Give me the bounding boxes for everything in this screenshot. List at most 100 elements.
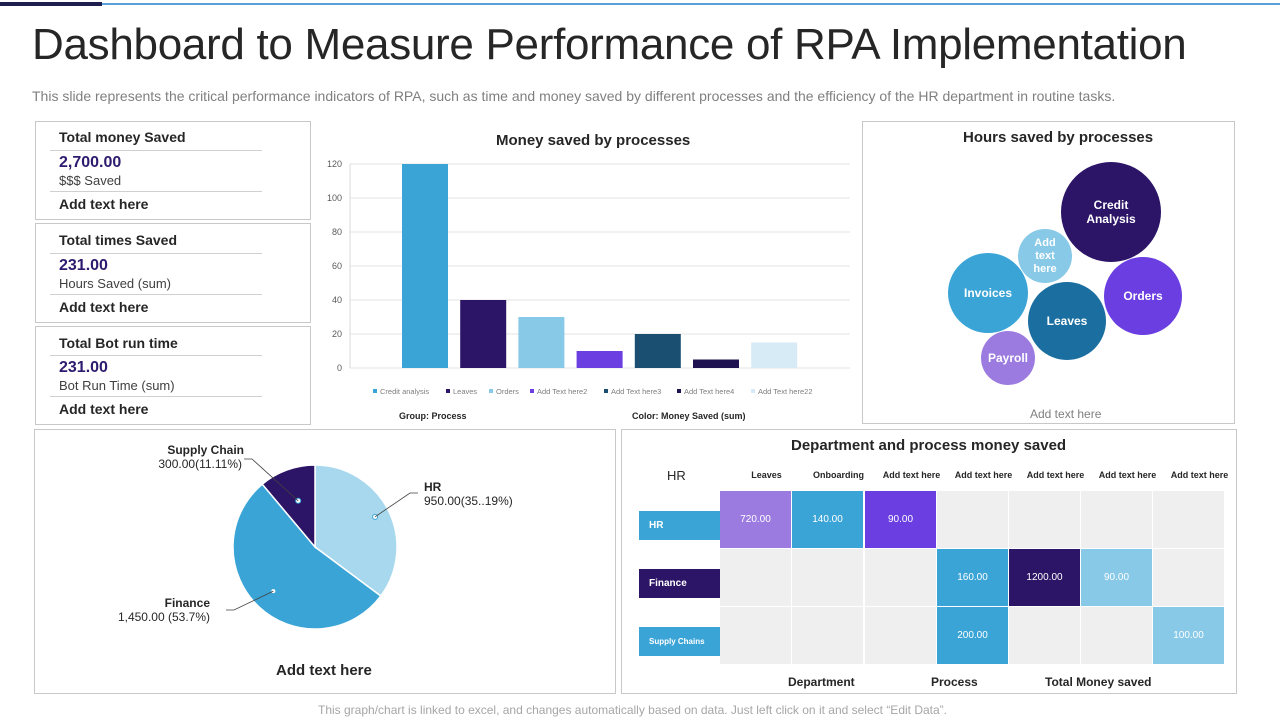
heatmap-cell[interactable] [720, 607, 791, 664]
top-accent-bar [0, 3, 1280, 5]
bubble[interactable]: Leaves [1028, 282, 1106, 360]
y-tick-label: 40 [332, 295, 342, 305]
divider [50, 355, 262, 356]
kpi-subtitle: Bot Run Time (sum) [59, 378, 175, 393]
bar[interactable] [751, 342, 798, 369]
bar[interactable] [402, 164, 448, 368]
bar[interactable] [518, 317, 565, 368]
y-tick-label: 100 [327, 193, 342, 203]
kpi-card-money[interactable]: Total money Saved 2,700.00 $$$ Saved Add… [35, 121, 311, 220]
kpi-card-bot-run[interactable]: Total Bot run time 231.00 Bot Run Time (… [35, 326, 311, 425]
kpi-label: Total money Saved [59, 129, 186, 145]
bubble[interactable]: Orders [1104, 257, 1182, 335]
kpi-label: Total times Saved [59, 232, 178, 248]
heatmap-cell[interactable]: 1200.00 [1009, 549, 1080, 606]
heatmap-cell[interactable] [720, 549, 791, 606]
pie-leader-line [244, 458, 299, 502]
y-tick-label: 120 [327, 159, 342, 169]
heatmap-cell[interactable] [1081, 491, 1152, 548]
pie-leader-line [374, 492, 418, 518]
heatmap-cell[interactable]: 100.00 [1153, 607, 1224, 664]
bubble[interactable]: Invoices [948, 253, 1028, 333]
hours-chart-title: Hours saved by processes [963, 129, 1154, 146]
heatmap-column-header: Add text here [1098, 470, 1157, 480]
bar[interactable] [634, 334, 681, 368]
money-saved-bar-chart[interactable]: 0 20 40 60 80 100 120 Credit analysis Leaves Orde… [320, 150, 860, 410]
pie-label-dot [372, 513, 379, 520]
page-subtitle: This slide represents the critical perfo… [32, 88, 1116, 104]
bubble-label: Add text here [1033, 236, 1057, 275]
page-title: Dashboard to Measure Performance of RPA … [32, 20, 1187, 69]
kpi-footer: Add text here [59, 299, 149, 315]
pie-label-value: 950.00(35..19%) [424, 494, 513, 508]
heatmap-column-header: Leaves [751, 470, 782, 480]
group-label: Group: Process [399, 411, 467, 421]
bar-chart-title: Money saved by processes [496, 132, 691, 149]
legend-swatch [604, 389, 608, 393]
divider [50, 191, 262, 192]
heatmap-cell[interactable] [1009, 491, 1080, 548]
heatmap-cell[interactable] [792, 607, 863, 664]
pie-label-name: Finance [165, 596, 211, 610]
heatmap-cell[interactable]: 160.00 [937, 549, 1008, 606]
kpi-label: Total Bot run time [59, 335, 178, 351]
heatmap-corner-label: HR [667, 468, 686, 483]
heatmap-cell[interactable] [865, 607, 936, 664]
heatmap-cell[interactable]: 90.00 [865, 491, 936, 548]
legend-swatch [446, 389, 450, 393]
heatmap-cell[interactable] [792, 549, 863, 606]
pie-slice[interactable] [261, 464, 316, 550]
kpi-subtitle: Hours Saved (sum) [59, 276, 171, 291]
pie-label-dot [270, 588, 277, 595]
pie-caption: Add text here [276, 662, 372, 679]
heatmap-footer-department: Department [788, 675, 855, 689]
divider [50, 294, 262, 295]
heatmap-title: Department and process money saved [791, 437, 1067, 454]
heatmap-cell[interactable] [1009, 607, 1080, 664]
bar[interactable] [693, 359, 739, 369]
legend-swatch [751, 389, 755, 393]
heatmap-cell[interactable]: 90.00 [1081, 549, 1152, 606]
heatmap-cell[interactable] [865, 549, 936, 606]
heatmap-cell[interactable]: 720.00 [720, 491, 791, 548]
legend-label: Credit analysis [380, 387, 429, 396]
pie-label-value: 1,450.00 (53.7%) [118, 610, 210, 624]
y-tick-label: 20 [332, 329, 342, 339]
pie-label-name: HR [424, 480, 442, 494]
bubble-label: Leaves [1046, 314, 1088, 328]
heatmap-cell[interactable] [1153, 549, 1224, 606]
bar[interactable] [576, 351, 623, 368]
y-tick-label: 80 [332, 227, 342, 237]
heatmap-row-label: Supply Chains [639, 627, 720, 656]
bubble[interactable]: Credit Analysis [1061, 162, 1161, 262]
kpi-footer: Add text here [59, 401, 149, 417]
heatmap-cell[interactable] [1081, 607, 1152, 664]
kpi-card-times[interactable]: Total times Saved 231.00 Hours Saved (su… [35, 223, 311, 323]
pie-label-name: Supply Chain [167, 443, 244, 457]
heatmap-column-header: Add text here [1170, 470, 1229, 480]
y-tick-label: 60 [332, 261, 342, 271]
bubble[interactable]: Payroll [981, 331, 1035, 385]
legend-label: Add Text here4 [684, 387, 734, 396]
bar[interactable] [460, 300, 507, 368]
heatmap-column-header: Onboarding [813, 470, 864, 480]
top-accent-dark [0, 2, 102, 6]
pie-label-value: 300.00(11.11%) [158, 457, 242, 471]
footer-note: This graph/chart is linked to excel, and… [318, 703, 947, 717]
heatmap-footer-total: Total Money saved [1045, 675, 1152, 689]
heatmap-cell[interactable] [937, 491, 1008, 548]
heatmap-cell[interactable]: 140.00 [792, 491, 863, 548]
bubble[interactable]: Add text here [1018, 229, 1072, 283]
legend-label: Orders [496, 387, 519, 396]
kpi-value: 231.00 [59, 359, 108, 376]
heatmap-column-header: Add text here [882, 470, 941, 480]
heatmap-cell[interactable]: 200.00 [937, 607, 1008, 664]
heatmap-cell[interactable] [1153, 491, 1224, 548]
pie-slice[interactable] [314, 464, 398, 598]
kpi-value: 2,700.00 [59, 154, 122, 171]
legend-swatch [489, 389, 493, 393]
legend-label: Leaves [453, 387, 477, 396]
kpi-subtitle: $$$ Saved [59, 173, 122, 188]
bubble-label: Payroll [987, 351, 1029, 365]
